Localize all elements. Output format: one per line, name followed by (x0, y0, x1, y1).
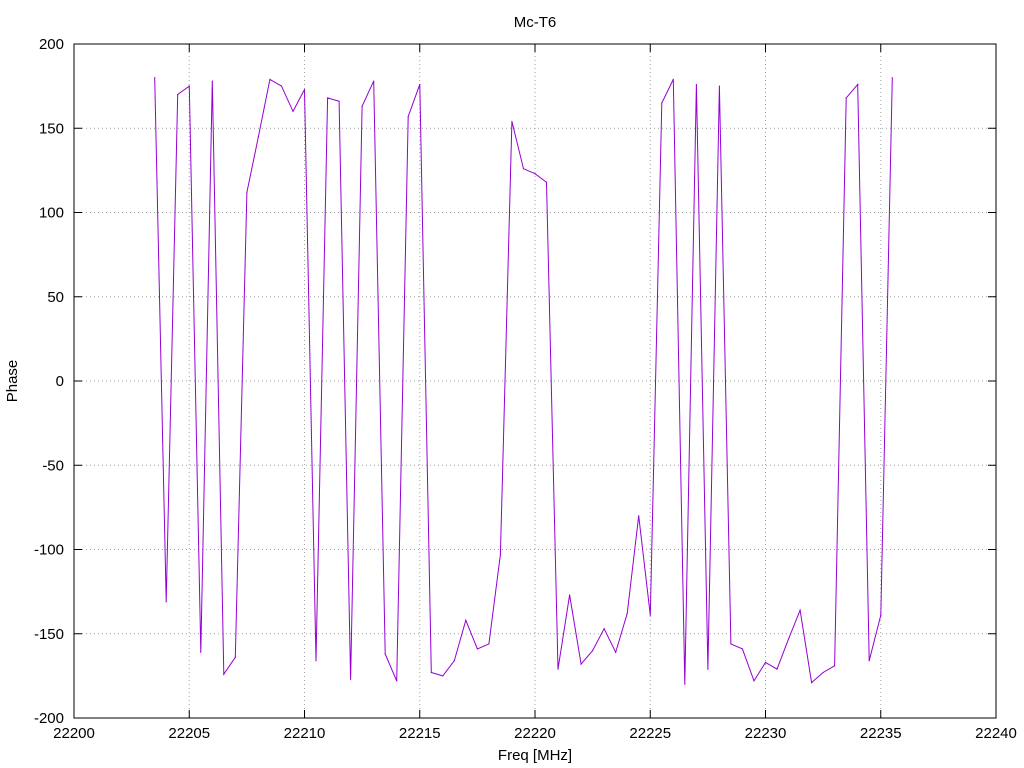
data-points (154, 77, 893, 685)
data-point (326, 97, 329, 99)
y-tick-label: 50 (47, 289, 64, 306)
data-point (373, 80, 375, 82)
data-point (430, 671, 432, 674)
data-point (211, 80, 213, 82)
data-point (522, 168, 525, 170)
plot-frame (73, 43, 997, 719)
data-point (499, 553, 502, 556)
data-point (338, 100, 340, 102)
data-point (511, 120, 513, 123)
x-tick-label: 22205 (168, 725, 210, 742)
data-point (419, 83, 421, 86)
data-point (476, 648, 478, 650)
data-point (154, 77, 156, 79)
data-point (753, 680, 755, 682)
y-tick-label: -100 (34, 542, 64, 559)
y-tick-label: 150 (39, 120, 64, 137)
data-point (407, 115, 409, 118)
x-tick-label: 22225 (629, 725, 671, 742)
data-point (741, 648, 744, 650)
x-tick-label: 22210 (284, 725, 326, 742)
data-point (603, 628, 605, 630)
y-tick-label: 0 (56, 373, 64, 390)
data-point (545, 181, 548, 183)
x-tick-label: 22235 (860, 725, 902, 742)
y-tick-label: -200 (34, 710, 64, 727)
data-point (188, 85, 190, 87)
x-axis-title: Freq [MHz] (498, 747, 572, 764)
tick-labels: 22200 22205 22210 22215 22220 22225 22230 22235… (34, 36, 1017, 742)
data-point (350, 678, 352, 680)
x-tick-label: 22200 (53, 725, 95, 742)
data-point (234, 656, 236, 658)
data-point (257, 136, 259, 138)
data-point (811, 682, 813, 684)
data-point (880, 614, 882, 616)
data-point (396, 680, 398, 682)
data-point (695, 83, 697, 86)
data-point (822, 671, 824, 674)
data-point (834, 665, 836, 667)
data-point (177, 93, 179, 96)
data-point (246, 191, 248, 193)
data-point (638, 515, 640, 517)
data-point (868, 660, 870, 662)
x-tick-label: 22215 (399, 725, 441, 742)
chart-title: Mc-T6 (514, 14, 557, 31)
data-point (200, 651, 202, 653)
y-tick-label: -50 (42, 457, 64, 474)
data-point (592, 650, 594, 652)
y-tick-label: 100 (39, 205, 64, 222)
data-point (280, 85, 283, 87)
data-point (799, 609, 801, 611)
data-point (718, 85, 721, 87)
data-point (292, 110, 294, 112)
y-tick-label: -150 (34, 626, 64, 643)
data-point (568, 594, 571, 596)
data-point (361, 105, 363, 107)
y-axis-title: Phase (4, 360, 21, 403)
data-point (626, 612, 628, 615)
data-point (730, 643, 732, 645)
data-point (453, 660, 455, 662)
data-point (269, 78, 271, 80)
data-point (165, 601, 167, 603)
data-point (488, 643, 490, 645)
data-point (707, 668, 709, 670)
data-point (442, 675, 444, 677)
data-point (534, 173, 536, 175)
x-tick-label: 22220 (514, 725, 556, 742)
data-point (672, 78, 674, 80)
data-point (764, 661, 767, 663)
data-point (465, 619, 467, 621)
grid-lines (74, 44, 996, 718)
y-tick-label: 200 (39, 36, 64, 53)
data-point (223, 673, 225, 675)
data-point (857, 83, 859, 86)
data-point (661, 102, 663, 104)
data-point (315, 660, 317, 662)
data-point (891, 77, 893, 79)
data-point (557, 668, 559, 670)
data-point (384, 653, 386, 655)
data-point (787, 638, 790, 640)
data-point (303, 88, 306, 91)
data-point (684, 683, 686, 685)
data-point (580, 663, 582, 665)
data-point (615, 651, 617, 653)
data-point (845, 97, 847, 99)
x-tick-label: 22230 (745, 725, 787, 742)
data-point (776, 668, 778, 670)
x-tick-label: 22240 (975, 725, 1017, 742)
data-point (649, 614, 651, 616)
